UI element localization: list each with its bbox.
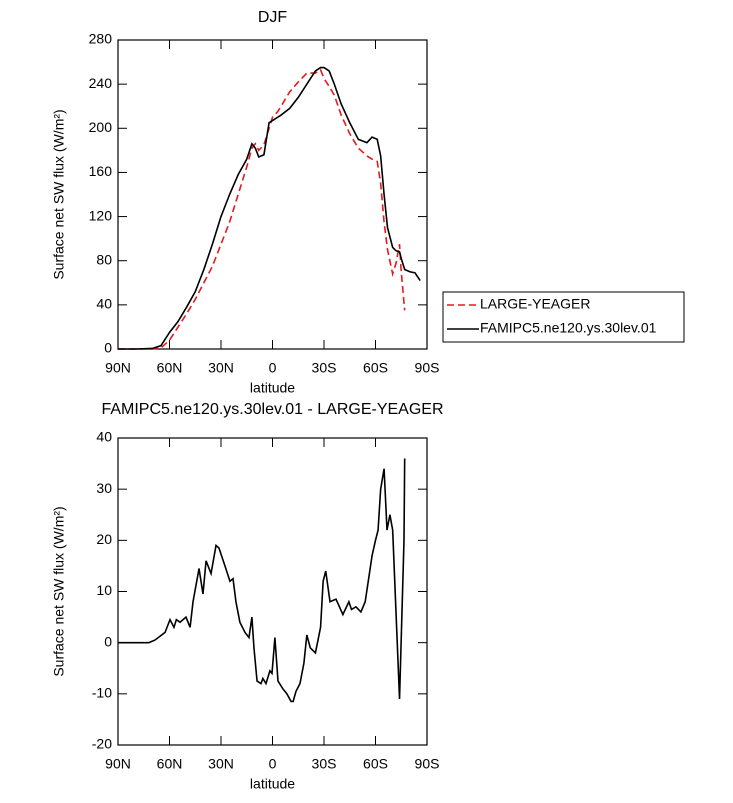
data-line	[118, 68, 406, 350]
chart-title: FAMIPC5.ne120.ys.30lev.01 - LARGE-YEAGER	[101, 401, 443, 418]
legend-box	[442, 291, 685, 343]
y-axis-label: Surface net SW flux (W/m²)	[51, 109, 67, 279]
y-tick-label: 200	[89, 119, 113, 135]
y-tick-label: 280	[89, 31, 113, 47]
y-tick-label: 40	[96, 296, 112, 312]
y-axis-label: Surface net SW flux (W/m²)	[51, 506, 67, 676]
y-tick-label: 240	[89, 75, 113, 91]
y-tick-label: -10	[92, 685, 112, 701]
x-tick-label: 30S	[312, 756, 337, 772]
chart-title: DJF	[258, 9, 288, 26]
x-tick-label: 60N	[157, 756, 183, 772]
plot-frame	[117, 39, 428, 350]
x-axis-label: latitude	[250, 380, 295, 396]
legend-label: FAMIPC5.ne120.ys.30lev.01	[480, 320, 657, 336]
data-line	[118, 66, 421, 350]
y-tick-label: 30	[96, 480, 112, 496]
x-tick-label: 90N	[105, 756, 131, 772]
x-tick-label: 30N	[208, 360, 234, 376]
y-tick-label: 160	[89, 163, 113, 179]
x-tick-label: 0	[269, 756, 277, 772]
data-line	[118, 458, 406, 703]
x-tick-label: 90S	[415, 756, 440, 772]
y-tick-label: 20	[96, 531, 112, 547]
y-tick-label: 80	[96, 251, 112, 267]
y-tick-label: 10	[96, 582, 112, 598]
x-tick-label: 90S	[415, 360, 440, 376]
x-tick-label: 0	[269, 360, 277, 376]
x-axis-label: latitude	[250, 776, 295, 792]
legend-label: LARGE-YEAGER	[480, 296, 590, 312]
x-tick-label: 30N	[208, 756, 234, 772]
x-tick-label: 60N	[157, 360, 183, 376]
plot-frame	[117, 437, 428, 746]
x-tick-label: 90N	[105, 360, 131, 376]
x-tick-label: 30S	[312, 360, 337, 376]
y-tick-label: 120	[89, 207, 113, 223]
y-tick-label: 0	[104, 340, 112, 356]
y-tick-label: 40	[96, 429, 112, 445]
y-tick-label: -20	[92, 736, 112, 752]
x-tick-label: 60S	[363, 360, 388, 376]
y-tick-label: 0	[104, 633, 112, 649]
x-tick-label: 60S	[363, 756, 388, 772]
